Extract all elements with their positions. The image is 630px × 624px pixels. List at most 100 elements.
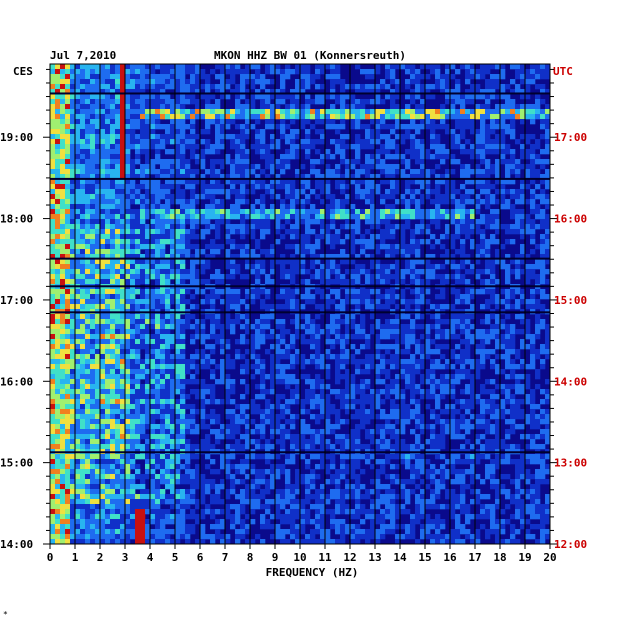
spectrogram-cell [185,359,191,365]
spectrogram-cell [195,394,201,400]
spectrogram-cell [415,229,421,235]
spectrogram-cell [500,149,506,155]
spectrogram-cell [285,204,291,210]
spectrogram-cell [280,329,286,335]
spectrogram-cell [85,314,91,320]
spectrogram-cell [325,334,331,340]
spectrogram-cell [330,174,336,180]
spectrogram-cell [160,274,166,280]
spectrogram-cell [435,324,441,330]
spectrogram-cell [420,144,426,150]
spectrogram-cell [375,89,381,95]
spectrogram-cell [215,144,221,150]
spectrogram-cell [235,229,241,235]
spectrogram-cell [120,294,126,300]
spectrogram-cell [380,209,386,215]
spectrogram-cell [75,184,81,190]
spectrogram-cell [375,369,381,375]
spectrogram-cell [385,179,391,185]
spectrogram-cell [215,249,221,255]
spectrogram-cell [215,169,221,175]
spectrogram-cell [460,164,466,170]
spectrogram-cell [185,144,191,150]
spectrogram-cell [520,144,526,150]
spectrogram-cell [55,264,61,270]
spectrogram-cell [80,164,86,170]
spectrogram-cell [335,144,341,150]
spectrogram-cell [380,169,386,175]
spectrogram-cell [140,179,146,185]
spectrogram-cell [490,139,496,145]
spectrogram-cell [415,199,421,205]
spectrogram-cell [450,304,456,310]
spectrogram-cell [445,89,451,95]
spectrogram-cell [505,359,511,365]
spectrogram-cell [135,79,141,85]
spectrogram-cell [130,259,136,265]
spectrogram-cell [510,154,516,160]
spectrogram-cell [95,224,101,230]
spectrogram-cell [325,279,331,285]
spectrogram-cell [135,189,141,195]
spectrogram-cell [385,294,391,300]
spectrogram-cell [365,89,371,95]
spectrogram-cell [350,249,356,255]
spectrogram-cell [205,129,211,135]
spectrogram-cell [330,239,336,245]
spectrogram-cell [525,79,531,85]
spectrogram-cell [60,224,66,230]
spectrogram-cell [100,164,106,170]
spectrogram-cell [405,334,411,340]
spectrogram-cell [170,354,176,360]
spectrogram-cell [290,269,296,275]
spectrogram-cell [205,314,211,320]
spectrogram-cell [480,219,486,225]
spectrogram-cell [170,184,176,190]
spectrogram-cell [125,354,131,360]
spectrogram-cell [185,179,191,185]
spectrogram-cell [485,339,491,345]
spectrogram-cell [180,294,186,300]
spectrogram-cell [85,199,91,205]
spectrogram-cell [355,139,361,145]
spectrogram-cell [315,324,321,330]
spectrogram-cell [440,264,446,270]
spectrogram-cell [205,114,211,120]
spectrogram-cell [510,194,516,200]
spectrogram-cell [450,209,456,215]
spectrogram-cell [75,74,81,80]
spectrogram-cell [270,264,276,270]
spectrogram-cell [470,239,476,245]
spectrogram-cell [195,104,201,110]
spectrogram-cell [55,129,61,135]
spectrogram-cell [180,129,186,135]
spectrogram-cell [385,219,391,225]
spectrogram-cell [405,219,411,225]
spectrogram-cell [335,149,341,155]
spectrogram-cell [120,74,126,80]
spectrogram-cell [225,209,231,215]
spectrogram-cell [295,104,301,110]
spectrogram-cell [275,359,281,365]
spectrogram-cell [215,229,221,235]
spectrogram-cell [85,69,91,75]
spectrogram-cell [245,79,251,85]
spectrogram-cell [405,269,411,275]
spectrogram-cell [530,134,536,140]
spectrogram-cell [525,329,531,335]
spectrogram-cell [405,324,411,330]
spectrogram-cell [225,264,231,270]
spectrogram-cell [305,94,311,100]
spectrogram-cell [515,304,521,310]
spectrogram-cell [335,174,341,180]
spectrogram-cell [155,379,161,385]
spectrogram-cell [50,204,56,210]
spectrogram-cell [220,199,226,205]
spectrogram-cell [85,329,91,335]
spectrogram-cell [415,389,421,395]
spectrogram-cell [90,84,96,90]
spectrogram-cell [410,199,416,205]
spectrogram-cell [205,344,211,350]
spectrogram-cell [160,269,166,275]
